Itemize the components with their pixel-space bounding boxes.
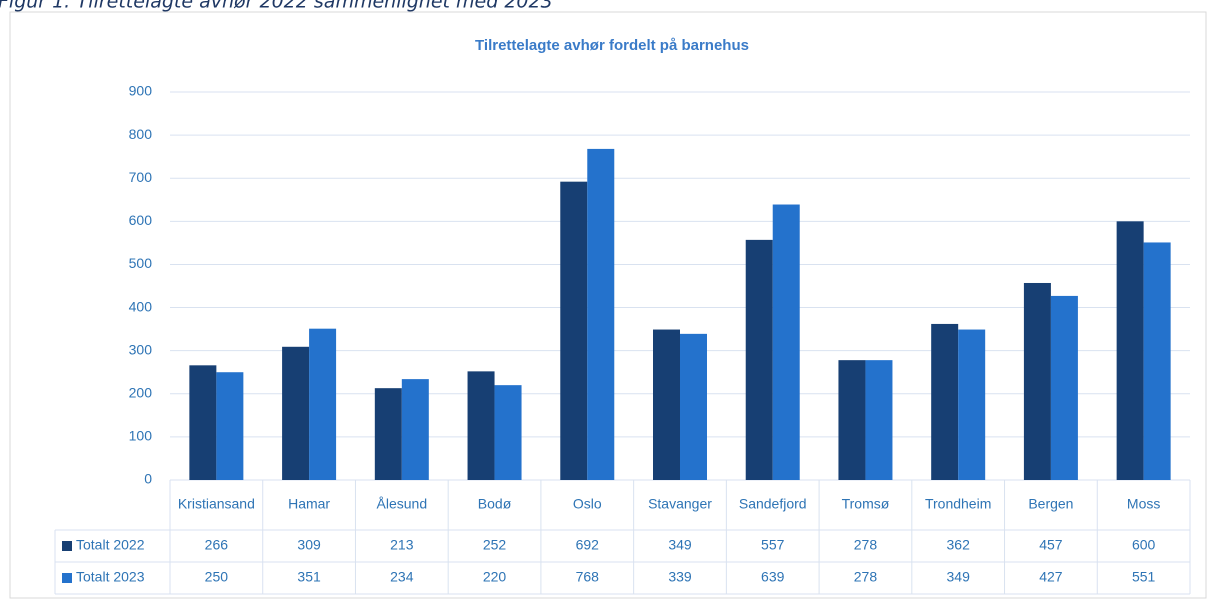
x-tick-label: Stavanger [648, 496, 712, 512]
table-value: 600 [1132, 537, 1156, 553]
x-tick-label: Kristiansand [178, 496, 255, 512]
bar [374, 388, 402, 480]
table-value: 351 [297, 569, 321, 585]
y-tick-label: 300 [129, 341, 153, 357]
y-tick-label: 0 [144, 471, 152, 487]
table-value: 427 [1039, 569, 1063, 585]
bar [653, 329, 680, 480]
legend-label: Totalt 2023 [76, 569, 145, 585]
x-tick-label: Tromsø [842, 496, 890, 512]
x-tick-label: Bodø [478, 496, 512, 512]
bar [467, 371, 495, 480]
y-tick-label: 500 [129, 255, 153, 271]
table-value: 557 [761, 537, 785, 553]
bar [494, 385, 522, 480]
table-value: 252 [483, 537, 507, 553]
bar [772, 204, 800, 480]
bar [1023, 282, 1051, 480]
y-tick-label: 100 [129, 428, 153, 444]
table-value: 457 [1039, 537, 1063, 553]
figure-caption: Figur 1: Tilrettelagte avhør 2022 sammen… [0, 0, 553, 13]
bar [745, 239, 773, 480]
bar [216, 372, 244, 480]
bar [680, 333, 707, 480]
bar [189, 365, 217, 480]
table-value: 250 [205, 569, 229, 585]
table-value: 309 [297, 537, 321, 553]
chart-title: Tilrettelagte avhør fordelt på barnehus [475, 37, 749, 54]
x-tick-label: Bergen [1028, 496, 1073, 512]
table-value: 362 [947, 537, 971, 553]
legend-label: Totalt 2022 [76, 537, 145, 553]
x-tick-label: Trondheim [925, 496, 991, 512]
table-value: 213 [390, 537, 414, 553]
bar [560, 181, 588, 480]
bar [958, 329, 986, 480]
bar [865, 360, 893, 480]
y-tick-label: 200 [129, 384, 153, 400]
table-value: 692 [576, 537, 600, 553]
y-tick-label: 900 [129, 83, 153, 99]
bar [401, 379, 429, 480]
table-value: 339 [668, 569, 692, 585]
bar [838, 360, 866, 480]
chart-border [9, 11, 1207, 599]
table-value: 349 [947, 569, 971, 585]
bar [931, 323, 959, 480]
y-tick-label: 700 [129, 169, 153, 185]
table-value: 234 [390, 569, 414, 585]
table-value: 278 [854, 569, 878, 585]
bar [282, 346, 310, 480]
table-value: 551 [1132, 569, 1156, 585]
y-tick-label: 600 [129, 212, 153, 228]
bar [587, 148, 615, 480]
table-value: 220 [483, 569, 507, 585]
bar [1143, 242, 1171, 480]
table-value: 266 [205, 537, 229, 553]
x-tick-label: Moss [1127, 496, 1160, 512]
table-value: 349 [668, 537, 692, 553]
y-tick-label: 400 [129, 298, 153, 314]
y-tick-label: 800 [129, 126, 153, 142]
table-value: 768 [576, 569, 600, 585]
table-value: 278 [854, 537, 878, 553]
bar [1116, 221, 1144, 481]
x-tick-label: Hamar [288, 496, 330, 512]
bar [1050, 295, 1078, 480]
x-tick-label: Oslo [573, 496, 602, 512]
legend-swatch [62, 541, 72, 551]
table-value: 639 [761, 569, 785, 585]
x-tick-label: Ålesund [377, 496, 428, 512]
bar [309, 328, 337, 480]
x-tick-label: Sandefjord [739, 496, 807, 512]
legend-swatch [62, 573, 72, 583]
